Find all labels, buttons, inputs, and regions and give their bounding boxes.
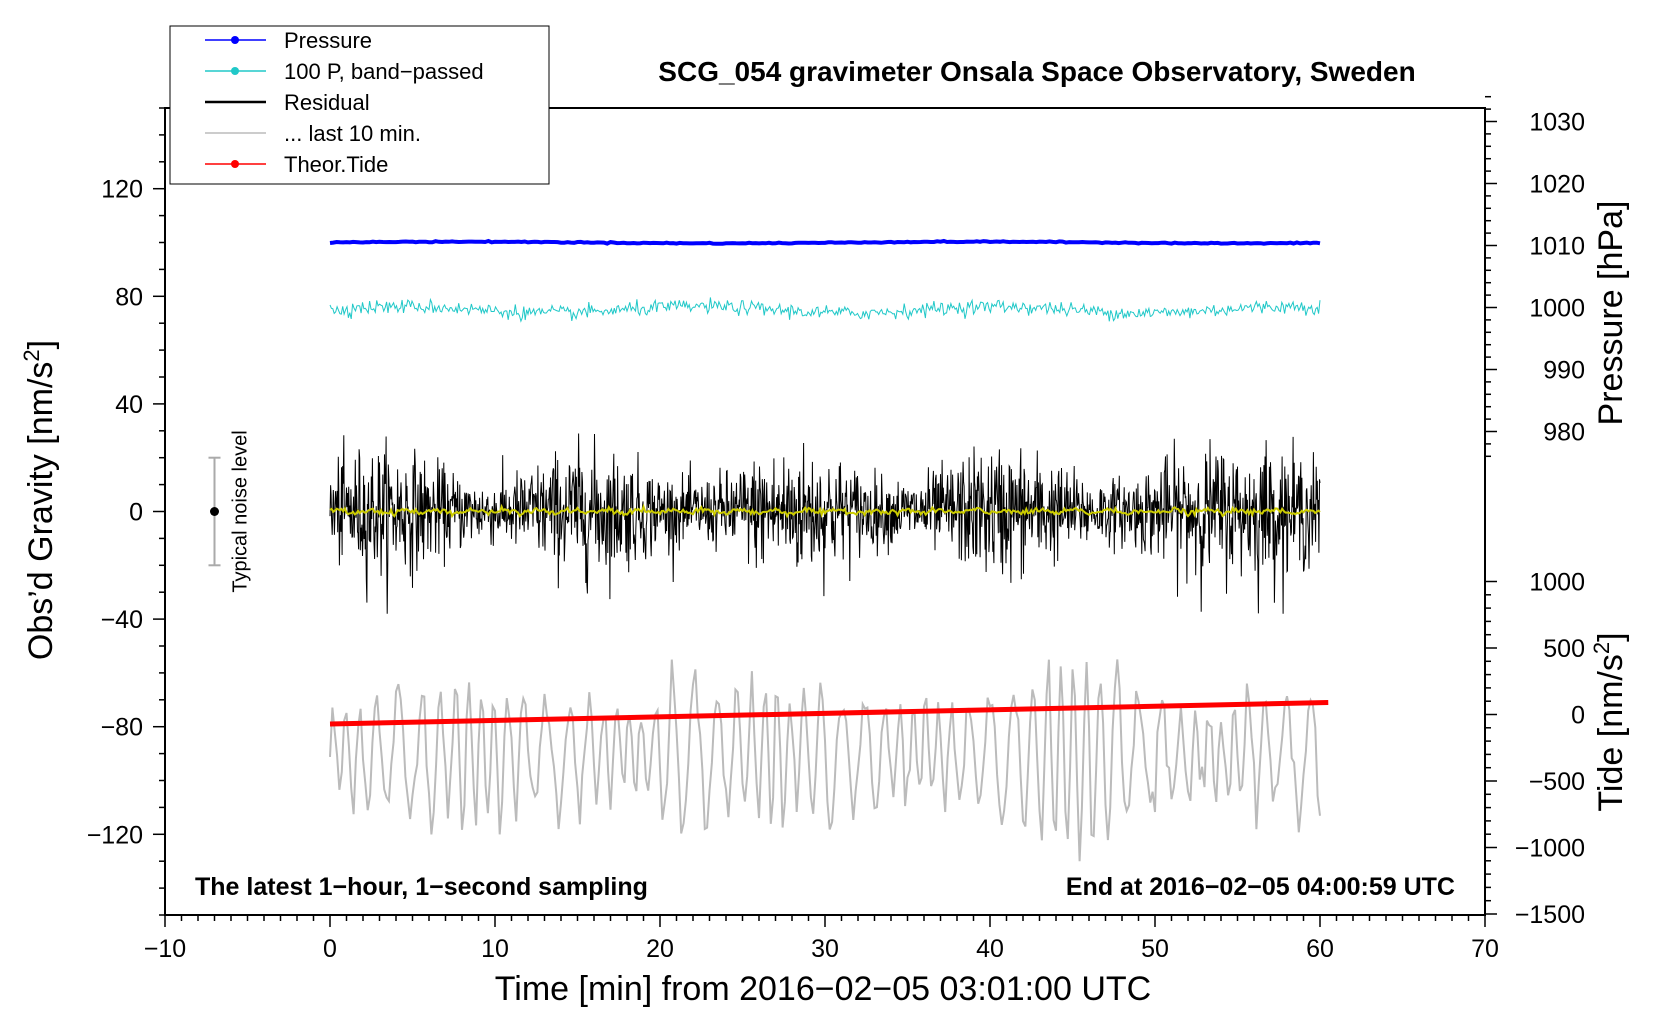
tide-tick-label: 500 xyxy=(1543,635,1585,663)
y-axis-gravity-title-main: Obs’d Gravity [nm/s xyxy=(22,362,60,661)
y-tick-label: 80 xyxy=(115,283,143,311)
x-tick-label: 60 xyxy=(1306,935,1334,963)
x-axis: −10 0 10 20 30 40 50 60 70 xyxy=(144,915,1499,963)
tide-tick-label: 1000 xyxy=(1529,569,1585,597)
series-layer xyxy=(329,238,1329,862)
series-bandpassed-pressure xyxy=(329,297,1321,323)
y-tick-label: 120 xyxy=(101,176,143,204)
pressure-tick-label: 1030 xyxy=(1529,109,1585,137)
y-axis-tide-title: Tide [nm/s2] xyxy=(1589,632,1630,811)
x-tick-label: 70 xyxy=(1471,935,1499,963)
y-axis-gravity-title-sup: 2 xyxy=(19,349,44,361)
legend-swatch-marker xyxy=(231,67,239,75)
y-tick-label: −80 xyxy=(101,714,143,742)
y-axis-tide-title-sup: 2 xyxy=(1589,642,1614,654)
y-tick-label: 0 xyxy=(129,499,143,527)
series-theor-tide xyxy=(329,699,1329,727)
noise-level-label: Typical noise level xyxy=(230,430,252,592)
y-axis-tide-title-main: Tide [nm/s xyxy=(1592,654,1630,811)
y-axis-gravity-title-end: ] xyxy=(22,340,60,349)
pressure-tick-label: 1000 xyxy=(1529,295,1585,323)
x-tick-label: 0 xyxy=(323,935,337,963)
x-tick-label: 40 xyxy=(976,935,1004,963)
noise-dot xyxy=(210,507,219,516)
tide-tick-label: −1500 xyxy=(1515,901,1585,929)
annotation-right: End at 2016−02−05 04:00:59 UTC xyxy=(1066,873,1455,901)
x-tick-label: −10 xyxy=(144,935,186,963)
legend-label: 100 P, band−passed xyxy=(284,59,484,84)
chart-title: SCG_054 gravimeter Onsala Space Observat… xyxy=(658,56,1415,87)
series-pressure xyxy=(329,238,1321,246)
legend-label: Residual xyxy=(284,90,370,115)
y-axis-tide-title-end: ] xyxy=(1592,632,1630,641)
legend-label: Pressure xyxy=(284,28,372,53)
y-axis-pressure: 980 990 1000 1010 1020 1030 xyxy=(1485,95,1585,458)
series-residual xyxy=(329,433,1321,614)
x-tick-label: 50 xyxy=(1141,935,1169,963)
tide-tick-label: −1000 xyxy=(1515,835,1585,863)
x-tick-label: 10 xyxy=(481,935,509,963)
y-tick-label: −120 xyxy=(87,821,143,849)
y-tick-label: 40 xyxy=(115,391,143,419)
tide-tick-label: −500 xyxy=(1529,768,1585,796)
legend-swatch-marker xyxy=(231,160,239,168)
x-tick-label: 20 xyxy=(646,935,674,963)
y-axis-pressure-title: Pressure [hPa] xyxy=(1592,201,1630,426)
tide-tick-label: 0 xyxy=(1571,702,1585,730)
legend: Pressure 100 P, band−passed Residual ... la… xyxy=(169,25,550,185)
pressure-tick-label: 990 xyxy=(1543,357,1585,385)
legend-label: Theor.Tide xyxy=(284,152,388,177)
x-axis-title: Time [min] from 2016−02−05 03:01:00 UTC xyxy=(495,970,1151,1008)
series-last-10-min xyxy=(329,659,1321,862)
noise-level-marker: Typical noise level xyxy=(208,430,252,593)
y-axis-gravity-title: Obs’d Gravity [nm/s2] xyxy=(19,340,60,660)
legend-box xyxy=(169,25,550,185)
pressure-tick-label: 980 xyxy=(1543,419,1585,447)
series-residual-smoothed xyxy=(329,503,1321,519)
y-tick-label: −40 xyxy=(101,606,143,634)
pressure-tick-label: 1010 xyxy=(1529,233,1585,261)
y-axis-gravity: −120 −80 −40 0 40 80 120 xyxy=(87,107,165,916)
x-tick-label: 30 xyxy=(811,935,839,963)
legend-swatch-marker xyxy=(231,36,239,44)
pressure-tick-label: 1020 xyxy=(1529,171,1585,199)
legend-label: ... last 10 min. xyxy=(284,121,421,146)
annotation-left: The latest 1−hour, 1−second sampling xyxy=(195,873,648,901)
y-axis-tide: −1500 −1000 −500 0 500 1000 xyxy=(1485,569,1585,929)
